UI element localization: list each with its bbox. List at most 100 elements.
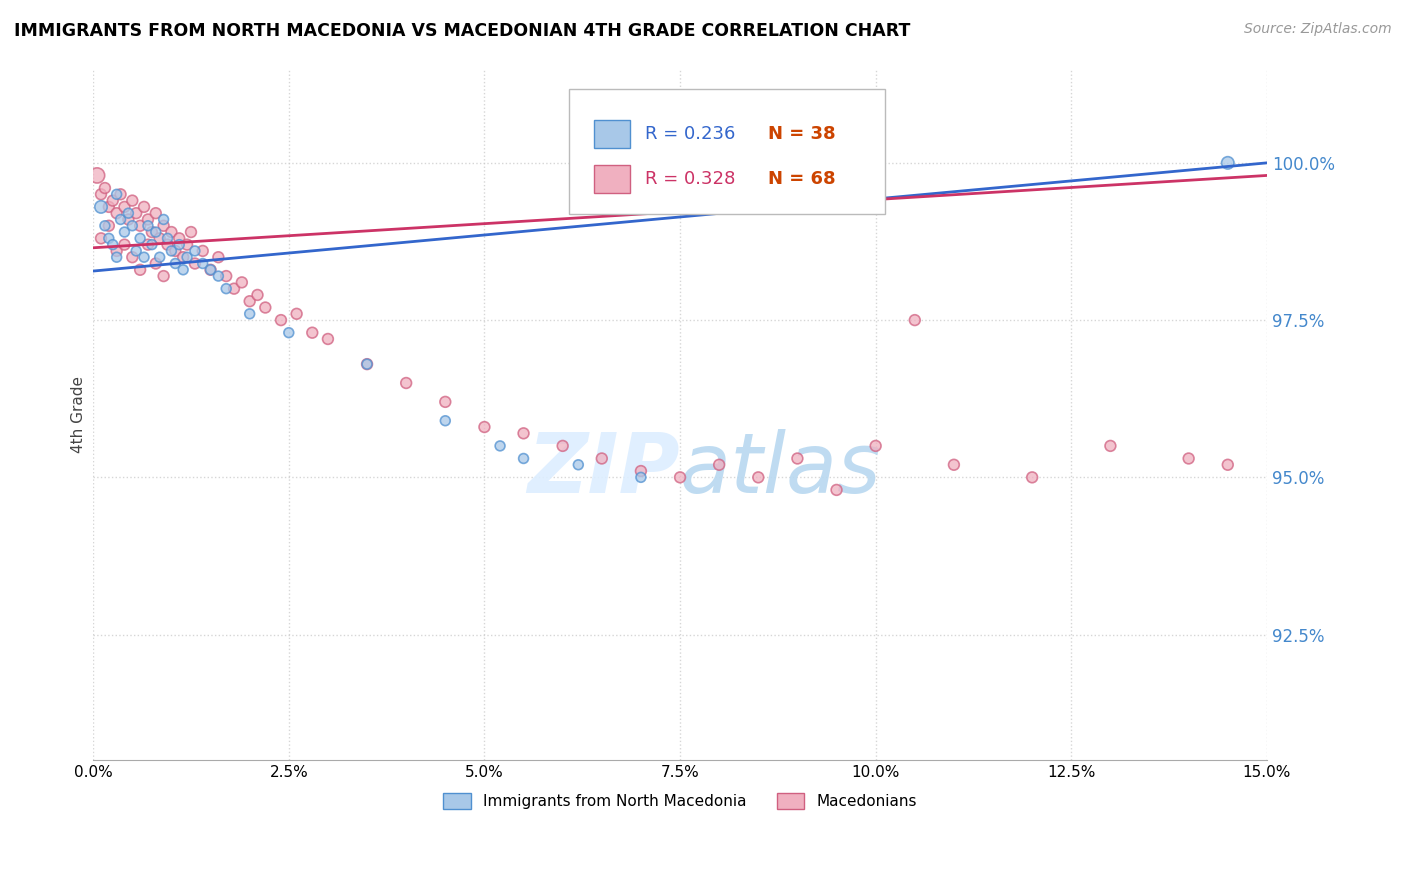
Point: [1099, 439, 1122, 453]
Point: [512, 451, 534, 466]
Point: [141, 225, 163, 239]
Point: [121, 250, 143, 264]
Point: [215, 269, 238, 284]
Point: [172, 250, 194, 264]
Point: [149, 231, 172, 245]
Text: atlas: atlas: [681, 429, 882, 510]
Point: [121, 194, 143, 208]
Point: [184, 244, 207, 258]
Point: [434, 414, 457, 428]
Point: [176, 237, 198, 252]
Point: [94, 219, 117, 233]
Point: [591, 451, 613, 466]
Point: [160, 244, 183, 258]
Point: [156, 237, 179, 252]
Point: [246, 288, 269, 302]
Y-axis label: 4th Grade: 4th Grade: [72, 376, 86, 453]
Text: N = 68: N = 68: [768, 170, 835, 188]
Point: [356, 357, 378, 371]
Point: [160, 225, 183, 239]
Point: [254, 301, 277, 315]
Point: [105, 250, 128, 264]
Point: [285, 307, 308, 321]
Point: [395, 376, 418, 390]
Point: [1021, 470, 1043, 484]
Point: [152, 269, 174, 284]
Point: [129, 231, 152, 245]
Point: [1177, 451, 1199, 466]
Point: [125, 244, 148, 258]
FancyBboxPatch shape: [568, 89, 886, 214]
Point: [110, 212, 132, 227]
Point: [180, 225, 202, 239]
Bar: [595, 165, 630, 193]
Point: [121, 219, 143, 233]
Point: [1216, 458, 1239, 472]
Text: R = 0.236: R = 0.236: [645, 125, 735, 144]
Point: [125, 206, 148, 220]
Point: [145, 206, 167, 220]
Point: [97, 219, 120, 233]
Point: [176, 250, 198, 264]
Point: [669, 470, 692, 484]
Point: [239, 307, 262, 321]
Point: [117, 206, 139, 220]
Point: [191, 244, 214, 258]
Point: [786, 451, 808, 466]
Point: [132, 200, 155, 214]
Point: [141, 237, 163, 252]
Point: [231, 276, 253, 290]
Point: [165, 244, 187, 258]
Point: [904, 313, 927, 327]
Point: [129, 219, 152, 233]
Point: [86, 169, 108, 183]
Point: [105, 187, 128, 202]
Point: [489, 439, 512, 453]
Point: [90, 187, 112, 202]
Point: [825, 483, 848, 497]
Point: [117, 212, 139, 227]
Point: [1216, 156, 1239, 170]
Point: [97, 231, 120, 245]
Point: [129, 262, 152, 277]
Point: [101, 237, 124, 252]
Point: [110, 187, 132, 202]
Point: [114, 225, 136, 239]
Text: Source: ZipAtlas.com: Source: ZipAtlas.com: [1244, 22, 1392, 37]
Point: [132, 250, 155, 264]
Point: [551, 439, 574, 453]
Point: [865, 439, 887, 453]
Text: N = 38: N = 38: [768, 125, 835, 144]
Point: [215, 282, 238, 296]
Point: [156, 231, 179, 245]
Point: [270, 313, 292, 327]
Point: [301, 326, 323, 340]
Point: [136, 219, 159, 233]
Point: [356, 357, 378, 371]
Point: [145, 225, 167, 239]
Point: [512, 426, 534, 441]
Point: [90, 231, 112, 245]
Point: [149, 250, 172, 264]
Point: [105, 244, 128, 258]
Point: [191, 256, 214, 270]
Point: [747, 470, 769, 484]
Bar: [595, 120, 630, 148]
Point: [114, 237, 136, 252]
Point: [942, 458, 965, 472]
Point: [222, 282, 245, 296]
Point: [277, 326, 299, 340]
Point: [167, 237, 190, 252]
Text: ZIP: ZIP: [527, 429, 681, 510]
Point: [567, 458, 589, 472]
Point: [90, 200, 112, 214]
Point: [167, 231, 190, 245]
Point: [165, 256, 187, 270]
Point: [97, 200, 120, 214]
Point: [184, 256, 207, 270]
Point: [200, 262, 222, 277]
Point: [152, 212, 174, 227]
Point: [136, 237, 159, 252]
Point: [316, 332, 339, 346]
Text: R = 0.328: R = 0.328: [645, 170, 735, 188]
